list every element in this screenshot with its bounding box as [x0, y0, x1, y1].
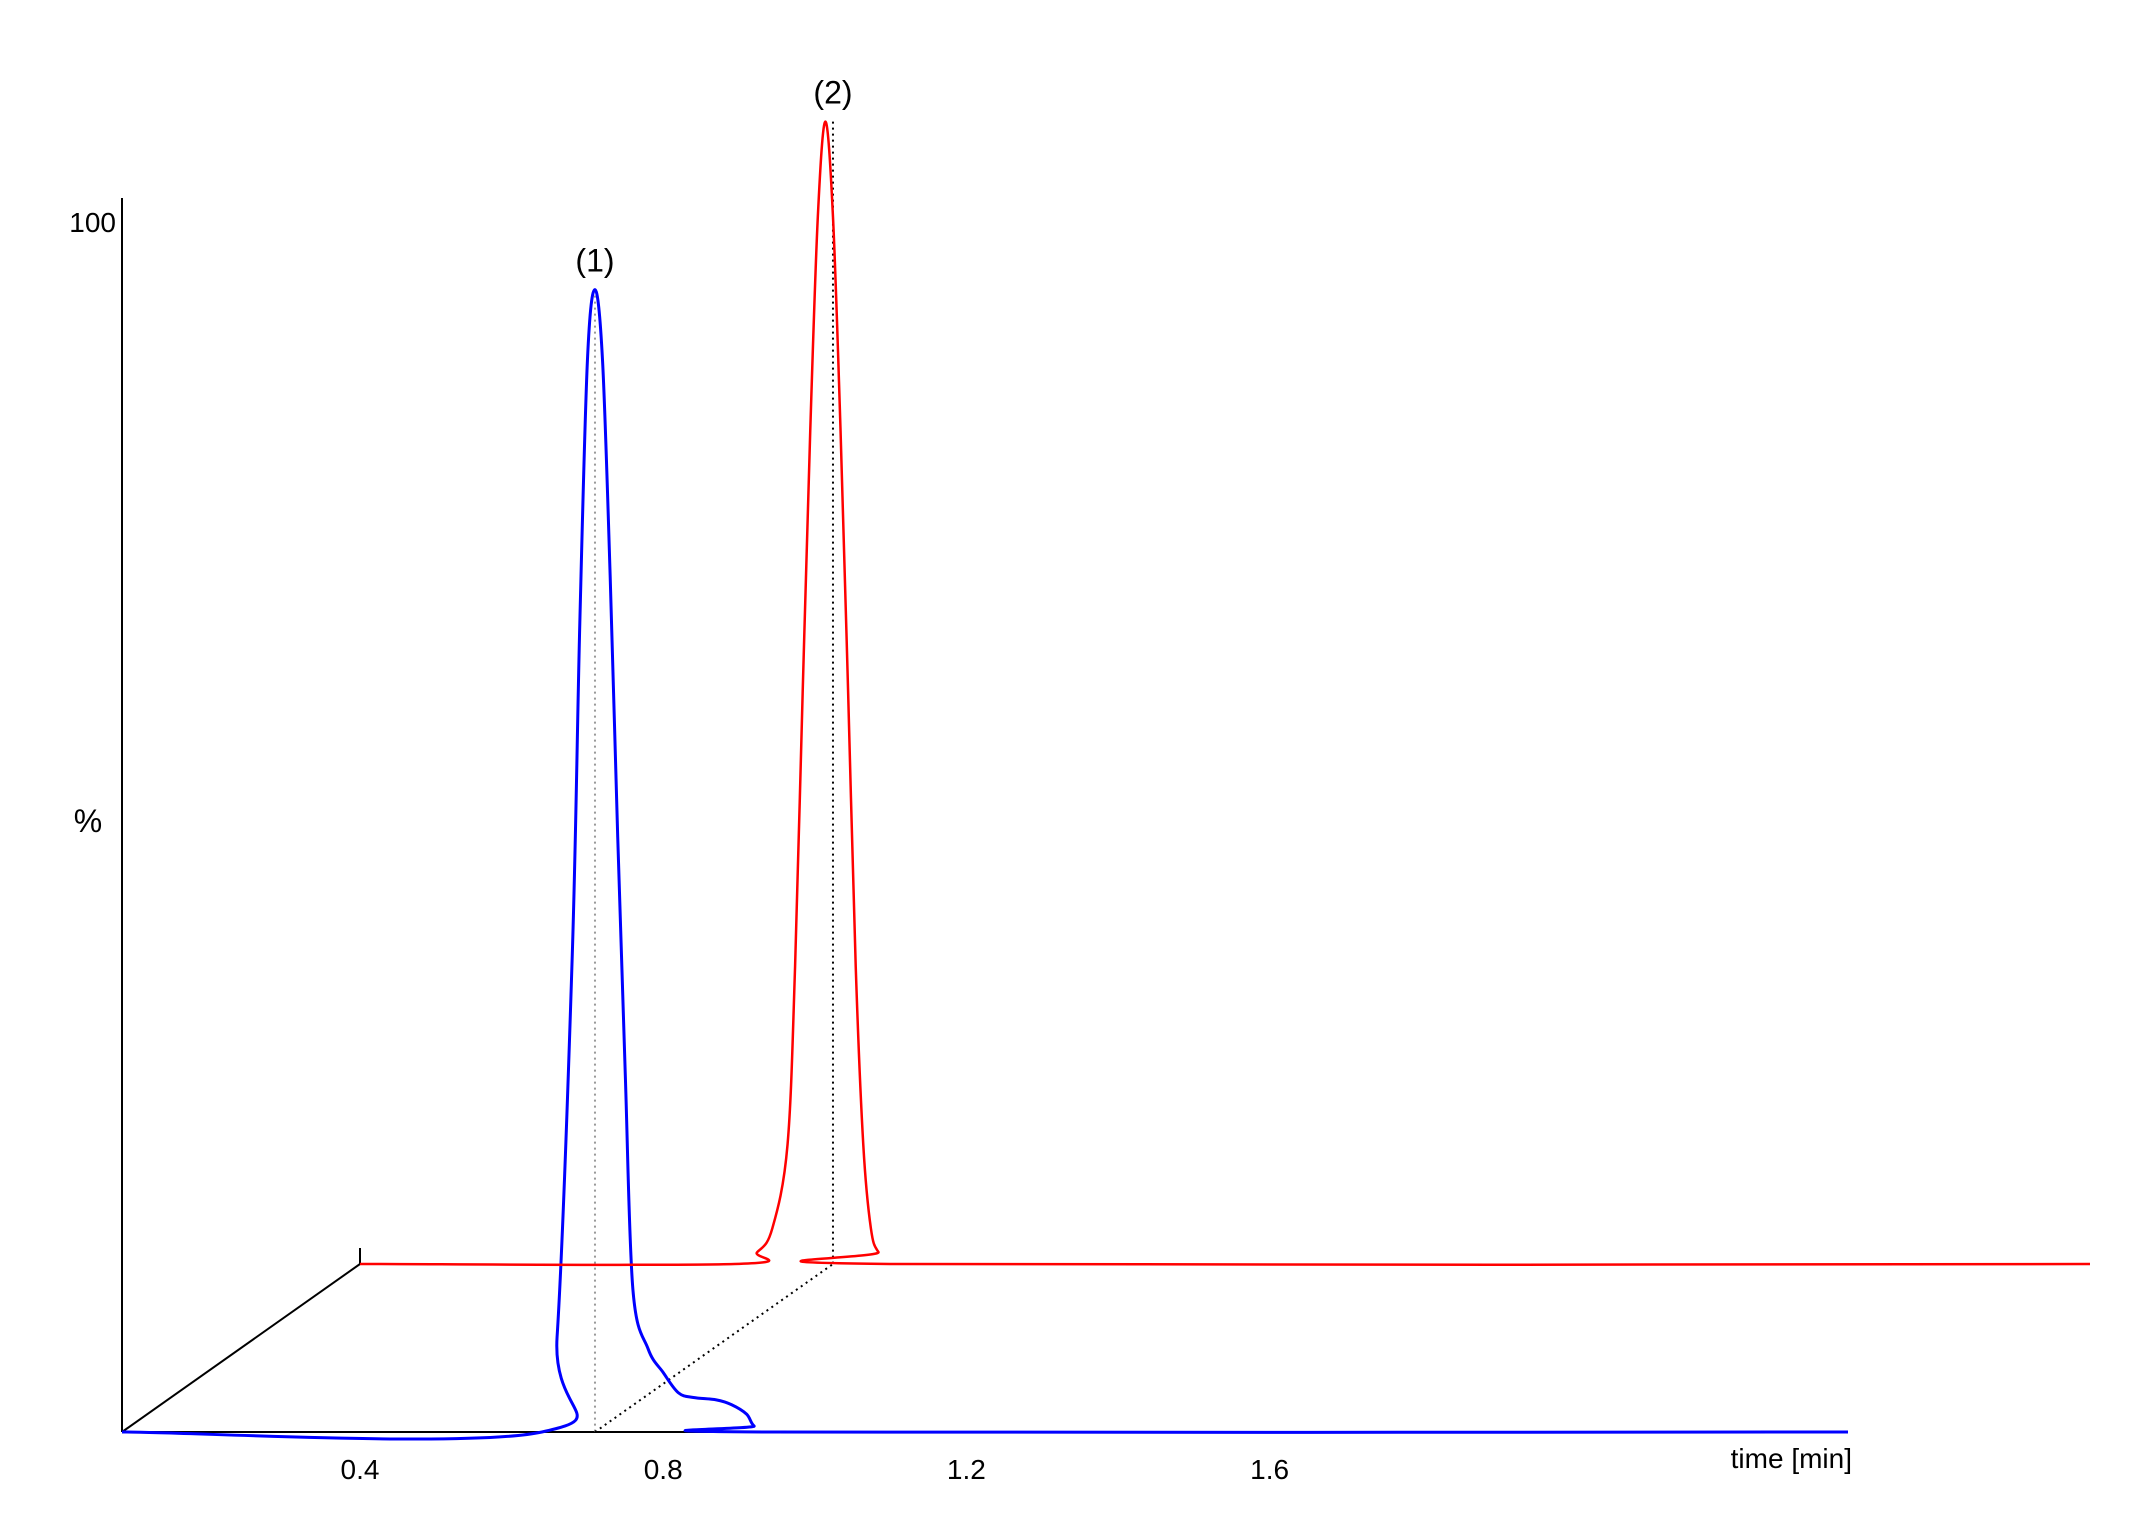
y-axis-label: %	[74, 803, 102, 839]
x-axis-label: time [min]	[1731, 1443, 1852, 1474]
x-tick-label: 1.6	[1250, 1454, 1289, 1485]
trace-front-blue	[121, 288, 1849, 1441]
x-tick-label: 1.2	[947, 1454, 986, 1485]
axes	[121, 198, 1848, 1433]
peak-label-1: (1)	[575, 243, 614, 279]
trace-back-red	[359, 120, 2091, 1267]
x-tick-label: 0.4	[341, 1454, 380, 1485]
peak-label-2: (2)	[813, 75, 852, 111]
peak-guide-lines	[593, 121, 834, 1433]
peak-connector-guide	[594, 1263, 834, 1433]
depth-axis-line	[121, 1263, 361, 1433]
x-ticks: 0.4 0.8 1.2 1.6	[341, 1454, 1290, 1485]
traces	[121, 120, 2091, 1441]
y-tick-label-100: 100	[69, 207, 116, 238]
x-tick-label: 0.8	[644, 1454, 683, 1485]
